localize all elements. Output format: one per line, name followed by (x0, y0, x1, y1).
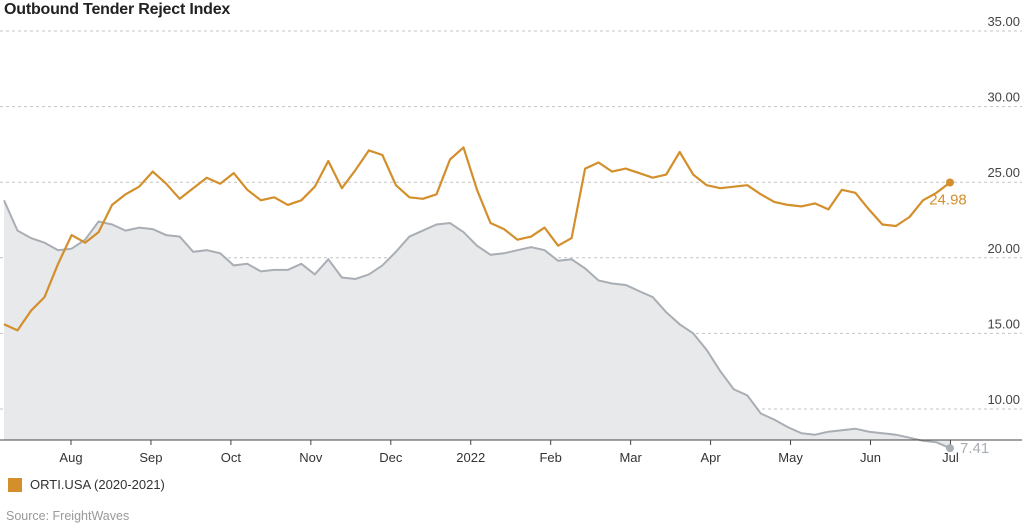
x-tick-label: Feb (539, 450, 561, 465)
y-tick-label: 35.00 (987, 14, 1020, 29)
x-tick-label: Mar (619, 450, 642, 465)
x-tick-label: Jun (860, 450, 881, 465)
x-tick-label: Apr (700, 450, 721, 465)
gray-area-fill (4, 200, 950, 449)
chart-title: Outbound Tender Reject Index (4, 1, 231, 18)
y-tick-label: 15.00 (987, 316, 1020, 331)
x-tick-label: Aug (59, 450, 82, 465)
gray-area-series (4, 200, 950, 449)
endpoint-markers: 24.98 7.41 (929, 178, 989, 457)
x-tick-label: May (778, 450, 803, 465)
line-chart: 35.00 30.00 25.00 20.00 15.00 10.00 Aug Sep Oct… (0, 14, 1022, 465)
y-tick-label: 20.00 (987, 241, 1020, 256)
orti-last-value-label: 24.98 (929, 192, 967, 209)
gray-last-value-label: 7.41 (960, 440, 989, 457)
legend-label: ORTI.USA (2020-2021) (30, 477, 165, 492)
x-tick-label: Jul (942, 450, 959, 465)
source-note: Source: FreightWaves (6, 509, 130, 523)
y-axis-ticks: 35.00 30.00 25.00 20.00 15.00 10.00 (987, 14, 1020, 407)
orti-series-line (3, 146, 951, 332)
x-tick-label: Oct (221, 450, 242, 465)
legend-swatch (8, 477, 22, 492)
x-tick-label: Nov (299, 450, 323, 465)
y-tick-label: 10.00 (987, 392, 1020, 407)
x-tick-label: 2022 (456, 450, 485, 465)
x-tick-label: Sep (139, 450, 162, 465)
legend: ORTI.USA (2020-2021) (8, 477, 165, 492)
gray-endpoint-dot (946, 444, 954, 453)
orti-endpoint-dot (946, 178, 954, 187)
gray-series-line (3, 199, 951, 450)
y-tick-label: 25.00 (987, 165, 1020, 180)
series-lines (3, 146, 951, 450)
x-axis: Aug Sep Oct Nov Dec 2022 Feb Mar Apr May Jun Jul (0, 439, 1022, 465)
x-tick-label: Dec (379, 450, 403, 465)
y-tick-label: 30.00 (987, 90, 1020, 105)
